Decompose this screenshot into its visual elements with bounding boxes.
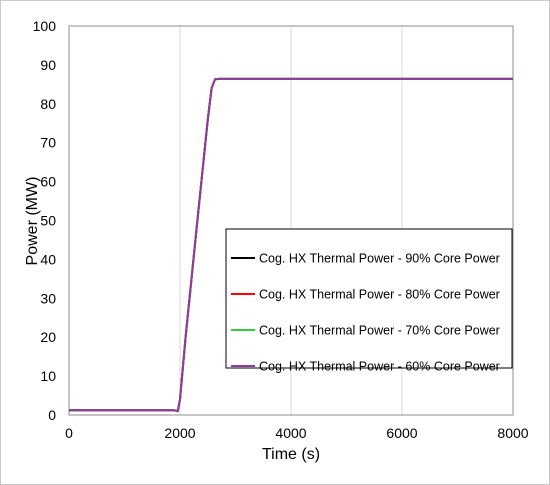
x-tick-label: 4000 [275,425,306,441]
series-line-4 [69,77,513,413]
x-tick-label: 8000 [497,425,528,441]
y-axis-title: Power (MW) [24,177,41,266]
series-lines [69,77,513,413]
y-tick-label: 10 [40,368,56,384]
y-tick-labels: 0 10 20 30 40 50 60 70 80 90 100 [33,18,57,423]
x-axis-title: Time (s) [262,446,320,463]
legend: Cog. HX Thermal Power - 90% Core Power Co… [225,228,513,374]
x-tick-label: 2000 [164,425,195,441]
y-tick-label: 20 [40,329,56,345]
x-tick-label: 6000 [386,425,417,441]
y-tick-label: 60 [40,174,56,190]
y-tick-label: 50 [40,213,56,229]
legend-label: Cog. HX Thermal Power - 80% Core Power [259,288,500,302]
y-tick-label: 100 [33,18,57,34]
x-tick-labels: 0 2000 4000 6000 8000 [65,425,529,441]
y-tick-label: 80 [40,96,56,112]
legend-label: Cog. HX Thermal Power - 60% Core Power [259,360,500,374]
plot-border [68,25,514,416]
legend-label: Cog. HX Thermal Power - 90% Core Power [259,252,500,266]
y-tick-label: 90 [40,57,56,73]
y-tick-label: 0 [48,407,56,423]
y-tick-label: 70 [40,135,56,151]
x-tick-label: 0 [65,425,73,441]
y-tick-label: 40 [40,251,56,267]
legend-box [225,228,513,369]
y-tick-label: 30 [40,290,56,306]
legend-label: Cog. HX Thermal Power - 70% Core Power [259,324,500,338]
